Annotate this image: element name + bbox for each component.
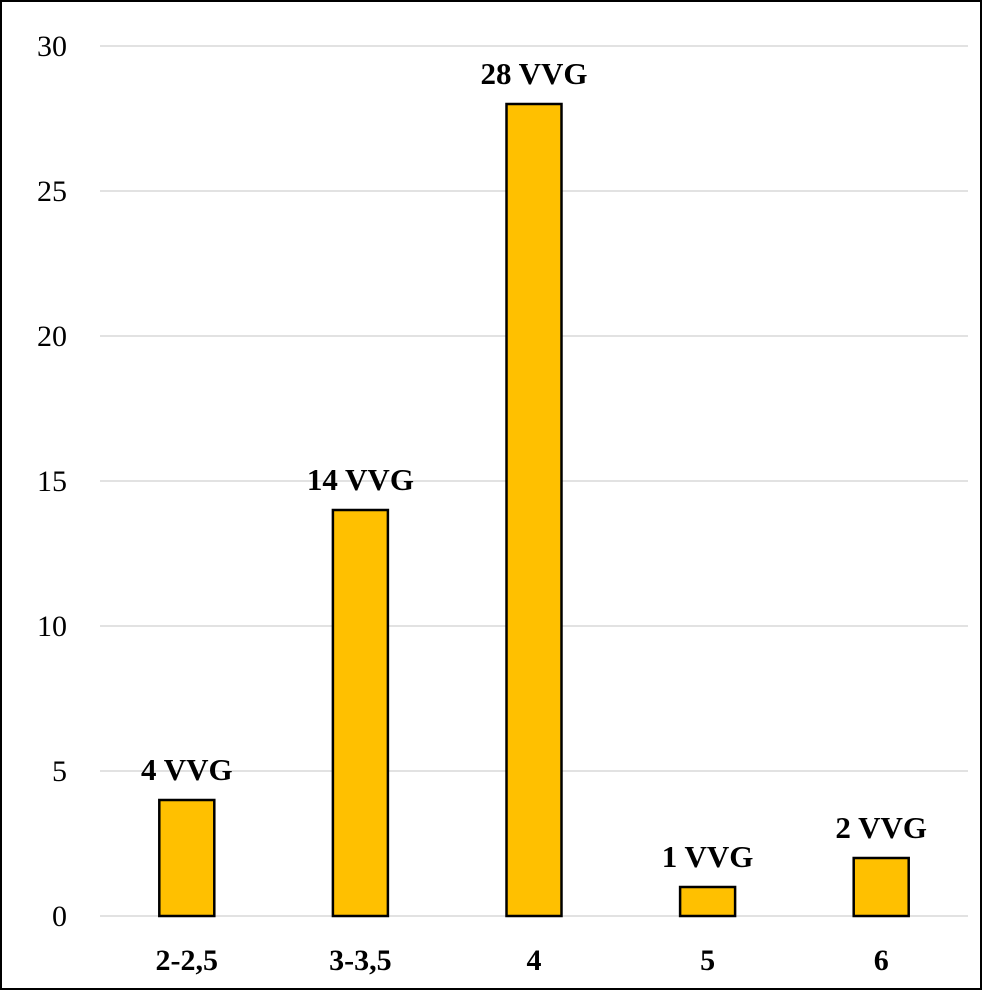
data-label: 2 VVG (835, 810, 927, 845)
data-labels: 4 VVG 14 VVG 28 VVG 1 VVG 2 VVG (141, 56, 927, 874)
data-label: 28 VVG (480, 56, 587, 91)
data-label: 14 VVG (307, 462, 414, 497)
y-tick-label: 10 (37, 610, 67, 643)
x-category-label: 4 (527, 944, 542, 977)
y-tick-label: 30 (37, 30, 67, 63)
bar-4 (505, 102, 563, 918)
bar-5 (678, 885, 737, 918)
data-label: 4 VVG (141, 752, 233, 787)
y-tick-label: 5 (52, 755, 67, 788)
y-tick-label: 20 (37, 320, 67, 353)
x-category-label: 2-2,5 (156, 944, 219, 977)
bars (158, 102, 910, 918)
y-tick-label: 15 (37, 465, 67, 498)
x-category-label: 6 (874, 944, 889, 977)
bar-2-2,5 (158, 798, 216, 918)
bar-6 (852, 856, 910, 918)
x-category-label: 3-3,5 (329, 944, 392, 977)
data-label: 1 VVG (662, 839, 754, 874)
y-axis-ticks: 0 5 10 15 20 25 30 (37, 30, 67, 933)
x-axis-categories: 2-2,5 3-3,5 4 5 6 (156, 944, 889, 977)
bar-3-3,5 (331, 508, 390, 918)
y-tick-label: 25 (37, 175, 67, 208)
x-category-label: 5 (700, 944, 715, 977)
y-tick-label: 0 (52, 900, 67, 933)
